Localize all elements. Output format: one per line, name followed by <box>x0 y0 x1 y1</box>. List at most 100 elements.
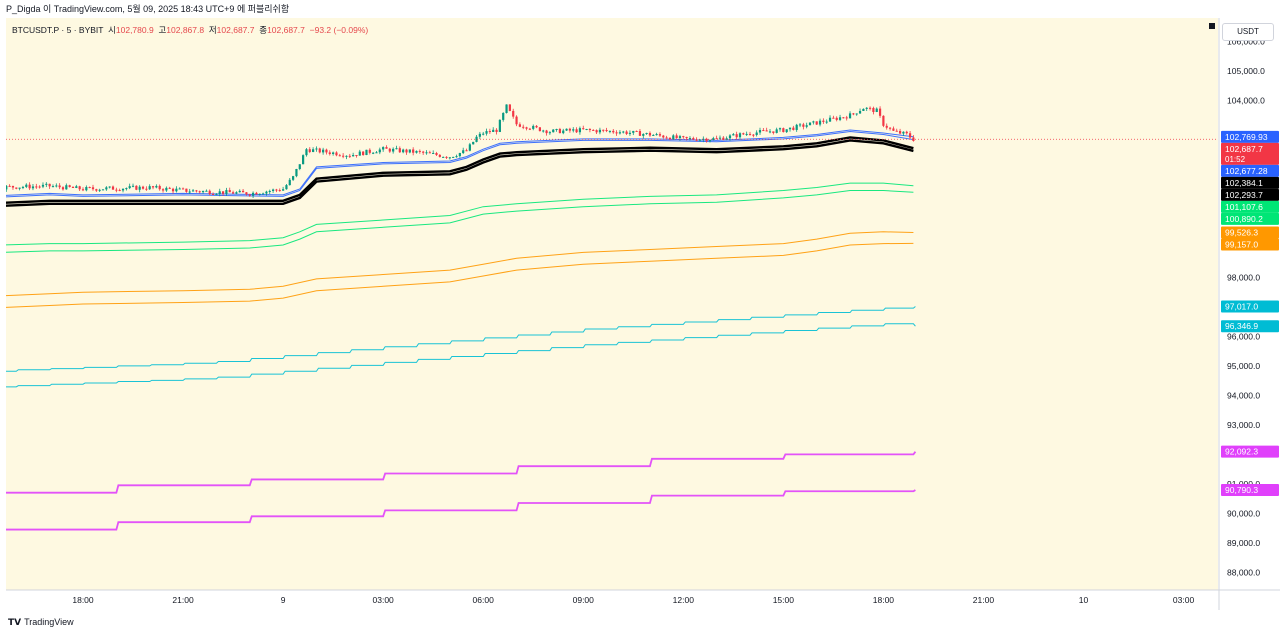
candle-body <box>512 110 515 117</box>
candle-body <box>878 108 882 116</box>
candle-body <box>88 187 91 189</box>
candle-body <box>348 155 351 157</box>
candle-body <box>762 130 765 132</box>
candle-body <box>125 188 128 190</box>
candle-body <box>698 139 702 141</box>
candle-body <box>482 133 485 135</box>
candle-body <box>708 140 712 142</box>
candle-body <box>218 191 221 194</box>
candle-body <box>221 191 225 194</box>
band-1-upper <box>6 136 914 204</box>
publish-info: P_Digda 이 TradingView.com, 5월 09, 2025 1… <box>0 0 1280 18</box>
value-label: 97,017.0 <box>1225 301 1258 311</box>
candle-body <box>128 186 131 189</box>
chart-frame[interactable]: 106,000.0105,000.0104,000.0100,000.098,0… <box>6 18 1280 610</box>
candle-body <box>625 131 628 134</box>
y-tick-label: 106,000.0 <box>1227 37 1265 47</box>
value-label: 96,346.9 <box>1225 321 1258 331</box>
candle-body <box>185 188 188 192</box>
candle-body <box>292 176 295 180</box>
value-label: 90,790.3 <box>1225 485 1258 495</box>
candle-body <box>298 164 301 170</box>
candle-body <box>251 192 255 196</box>
currency-button[interactable]: USDT <box>1222 23 1274 41</box>
square-icon[interactable] <box>1209 23 1215 29</box>
candle-body <box>575 129 578 133</box>
y-tick-label: 104,000.0 <box>1227 96 1265 106</box>
candle-body <box>652 134 655 136</box>
candle-body <box>532 125 535 129</box>
x-tick-label: 15:00 <box>773 595 795 605</box>
candle-body <box>255 192 258 195</box>
candle-body <box>342 155 345 157</box>
candle-body <box>818 120 822 125</box>
candle-body <box>485 131 488 134</box>
candle-body <box>338 155 341 157</box>
candle-body <box>121 188 125 191</box>
candle-body <box>71 186 75 188</box>
candle-body <box>675 135 678 139</box>
value-label-box <box>1221 212 1279 225</box>
candle-body <box>171 188 175 192</box>
y-tick-label: 88,000.0 <box>1227 567 1260 577</box>
x-tick-label: 21:00 <box>973 595 995 605</box>
candle-body <box>842 117 845 119</box>
candle-body <box>208 190 211 195</box>
candle-body <box>465 150 468 152</box>
band-0-upper <box>6 129 914 196</box>
band-1-lower <box>6 139 914 207</box>
candle-body <box>51 186 55 188</box>
candle-body <box>335 152 338 156</box>
value-label: 99,157.0 <box>1225 239 1258 249</box>
candle-body <box>135 185 138 190</box>
candle-body <box>148 186 151 190</box>
change-value: −93.2 (−0.09%) <box>309 25 369 35</box>
candle-body <box>705 138 708 142</box>
candle-body <box>392 148 395 152</box>
value-label-box <box>1221 200 1279 213</box>
candle-body <box>378 149 381 153</box>
candle-body <box>548 132 551 134</box>
candle-body <box>328 152 331 155</box>
candle-body <box>455 156 458 158</box>
candle-body <box>282 189 285 191</box>
candle-body <box>375 152 378 154</box>
candle-body <box>438 154 441 157</box>
candle-body <box>175 188 178 192</box>
candle-body <box>765 130 768 132</box>
candle-body <box>245 192 248 195</box>
price-chart[interactable]: 106,000.0105,000.0104,000.0100,000.098,0… <box>6 18 1280 610</box>
candle-body <box>195 190 198 192</box>
candle-body <box>902 131 905 134</box>
candle-body <box>41 184 45 187</box>
symbol-name[interactable]: BTCUSDT.P · 5 · BYBIT <box>12 25 104 35</box>
candle-body <box>201 191 205 193</box>
candle-body <box>358 151 361 156</box>
tradingview-logo-icon: 𝗧𝗩 <box>8 617 22 627</box>
value-label: 102,677.28 <box>1225 166 1268 176</box>
candle-body <box>535 125 538 128</box>
x-tick-label: 03:00 <box>1173 595 1195 605</box>
candle-body <box>562 130 565 134</box>
candle-body <box>191 190 195 192</box>
candle-body <box>812 121 815 123</box>
candle-body <box>332 152 335 155</box>
candle-body <box>768 131 772 133</box>
value-label: 102,293.7 <box>1225 190 1263 200</box>
candle-body <box>105 187 108 190</box>
value-label: 101,107.6 <box>1225 202 1263 212</box>
candle-body <box>498 119 501 132</box>
candle-body <box>362 151 365 156</box>
candle-body <box>345 155 348 157</box>
candle-body <box>38 186 41 188</box>
candle-body <box>832 117 835 119</box>
candle-body <box>618 132 622 134</box>
candle-body <box>775 129 778 133</box>
candle-body <box>315 148 318 150</box>
candle-body <box>165 187 168 191</box>
candle-body <box>668 137 672 140</box>
candle-body <box>752 134 755 136</box>
candle-body <box>692 138 695 140</box>
candle-body <box>882 115 885 126</box>
candle-body <box>75 186 78 188</box>
